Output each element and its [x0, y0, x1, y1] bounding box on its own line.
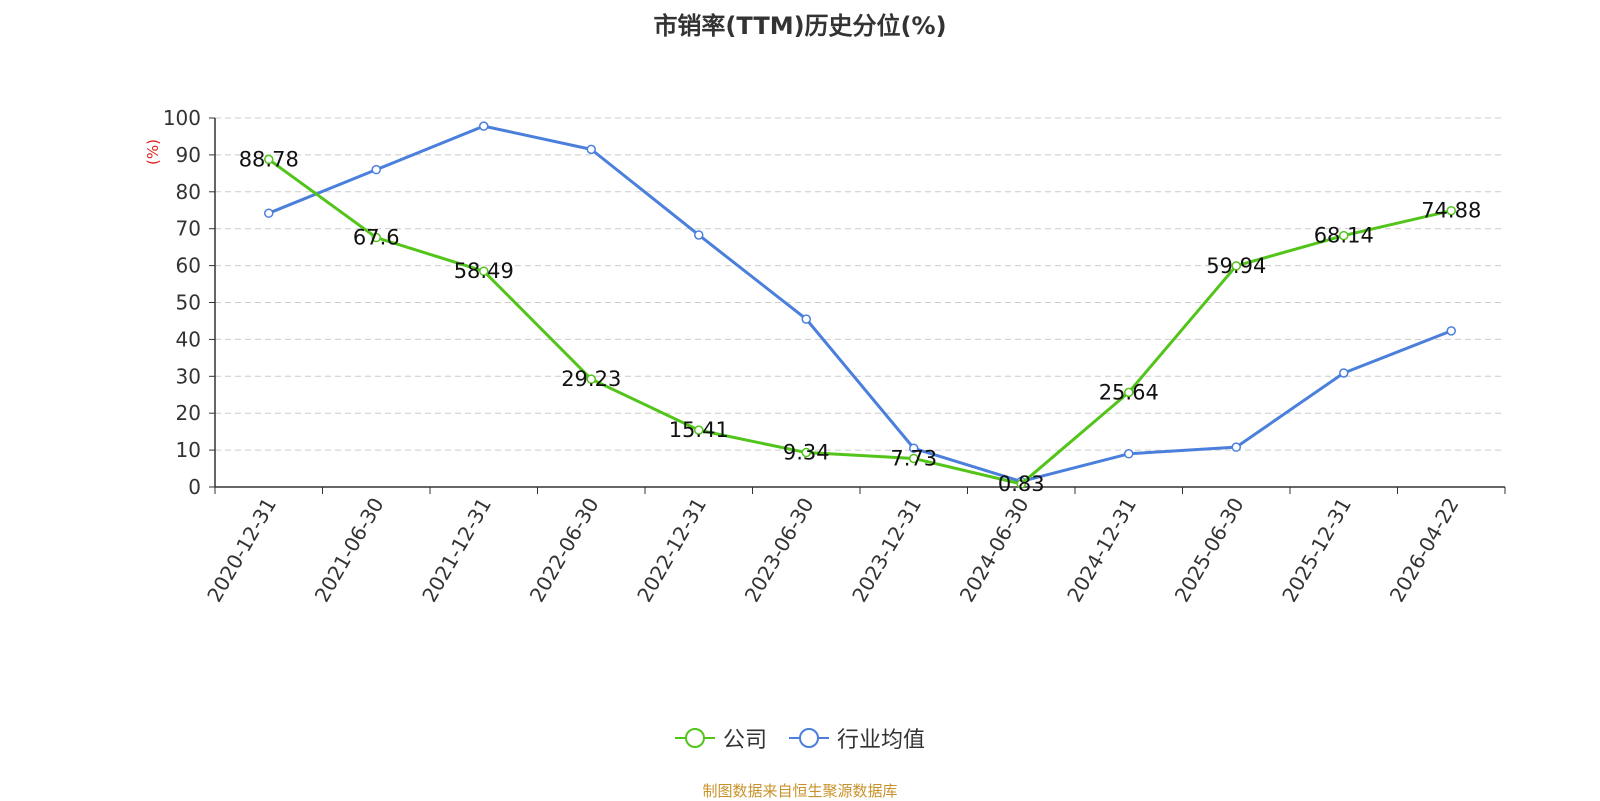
legend-item-company[interactable]: 公司 — [674, 722, 767, 754]
company-data-label: 58.49 — [454, 259, 514, 283]
company-data-point — [1124, 387, 1134, 398]
company-data-point — [586, 374, 596, 384]
data-source-note: 制图数据来自恒生聚源数据库 — [702, 782, 898, 800]
company-data-label: 74.88 — [1421, 199, 1481, 223]
company-data-point — [371, 232, 381, 243]
industry-average-data-point — [1339, 368, 1349, 378]
company-data-label: 25.64 — [1099, 380, 1159, 404]
company-series-swatch-icon — [674, 728, 715, 748]
industry-average-data-point — [1446, 326, 1456, 336]
industry-average-data-point — [801, 314, 811, 324]
company-data-point — [1446, 205, 1456, 216]
x-tick-label: 2022-06-30 — [525, 494, 604, 607]
company-data-label: 9.34 — [783, 441, 830, 465]
industry-average-data-point — [1231, 442, 1241, 452]
y-tick-label: 80 — [176, 180, 201, 204]
company-data-point — [1231, 261, 1241, 271]
industry-average-data-point — [586, 144, 596, 155]
x-tick-label: 2020-12-31 — [202, 494, 281, 607]
y-axis-label: (%) — [144, 139, 162, 165]
industry-average-data-point — [1124, 449, 1134, 459]
legend: 公司 行业均值 — [0, 722, 1600, 754]
industry-average-data-point — [479, 121, 489, 131]
company-series-line — [267, 158, 1452, 486]
industry-average-series-line — [268, 124, 1452, 483]
y-tick-label: 0 — [188, 475, 201, 499]
x-tick-label: 2023-06-30 — [740, 494, 819, 607]
x-tick-label: 2025-06-30 — [1170, 494, 1249, 607]
y-tick-label: 20 — [176, 401, 201, 425]
y-tick-label: 30 — [176, 364, 201, 388]
chart-title: 市销率(TTM)历史分位(%) — [653, 12, 947, 40]
x-tick-label: 2021-12-31 — [417, 494, 496, 607]
company-data-label: 59.94 — [1206, 254, 1266, 278]
y-tick-label: 90 — [176, 143, 201, 167]
company-data-point — [801, 447, 811, 458]
industry-average-data-point — [264, 208, 274, 218]
x-tick-label: 2025-12-31 — [1277, 494, 1356, 607]
legend-item-industry-average[interactable]: 行业均值 — [789, 722, 925, 754]
y-tick-label: 70 — [176, 217, 201, 241]
legend-label-industry-average: 行业均值 — [837, 728, 926, 753]
company-data-point — [479, 266, 489, 276]
industry-average-data-point — [694, 230, 704, 240]
company-data-label: 67.6 — [353, 226, 400, 250]
company-data-point — [1016, 479, 1026, 489]
company-data-label: 7.73 — [890, 446, 937, 470]
company-data-point — [909, 453, 919, 464]
x-tick-label: 2022-12-31 — [632, 494, 711, 607]
y-tick-label: 40 — [176, 327, 201, 351]
x-tick-label: 2023-12-31 — [847, 494, 926, 607]
industry-average-data-point — [909, 443, 919, 454]
y-tick-label: 50 — [176, 291, 201, 315]
company-data-point — [264, 154, 274, 165]
company-data-label: 29.23 — [561, 367, 621, 391]
company-data-point — [1339, 230, 1349, 241]
company-data-label: 0.83 — [998, 472, 1045, 496]
x-tick-label: 2024-06-30 — [955, 494, 1034, 607]
y-tick-label: 60 — [176, 254, 201, 278]
company-data-label: 68.14 — [1314, 224, 1374, 248]
legend-label-company: 公司 — [722, 728, 767, 753]
company-data-label: 15.41 — [669, 418, 729, 442]
x-tick-label: 2021-06-30 — [310, 494, 389, 607]
x-tick-label: 2026-04-22 — [1385, 494, 1464, 607]
company-data-point — [694, 425, 704, 435]
y-tick-label: 10 — [176, 438, 201, 462]
y-tick-label: 100 — [163, 106, 201, 130]
industry-series-swatch-icon — [789, 728, 829, 748]
industry-average-data-point — [371, 164, 381, 175]
x-tick-label: 2024-12-31 — [1062, 494, 1141, 607]
company-data-label: 88.78 — [239, 147, 299, 171]
